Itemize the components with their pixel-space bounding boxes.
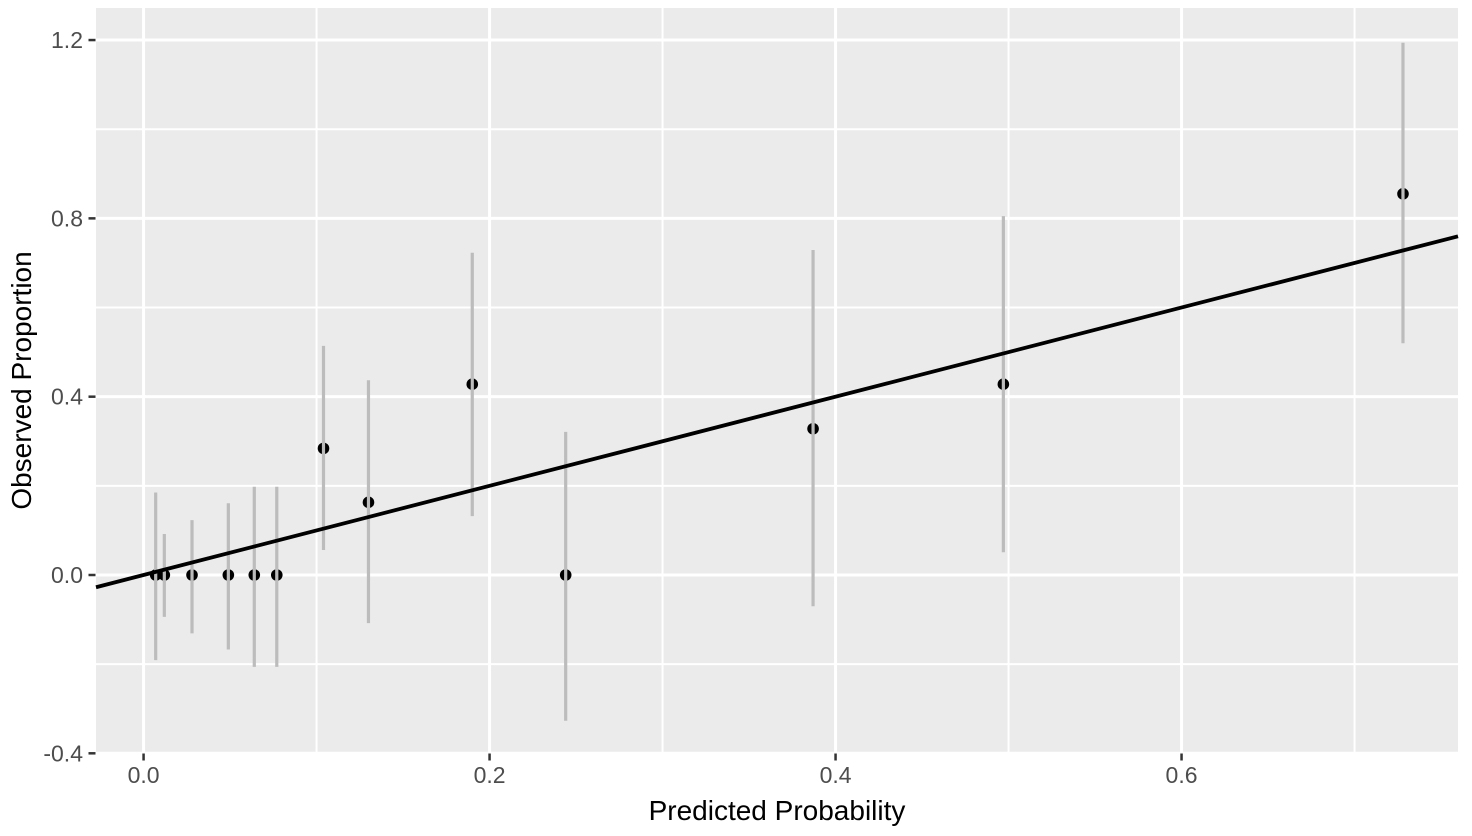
axis-tick-labels: 0.0 0.2 0.4 0.6 -0.4 0.0 0.4 0.8 1.2 bbox=[43, 27, 1197, 788]
x-tick-label: 0.6 bbox=[1166, 762, 1198, 788]
x-tick-label: 0.2 bbox=[474, 762, 506, 788]
y-tick-label: 0.8 bbox=[51, 205, 83, 231]
y-tick-label: 0.0 bbox=[51, 562, 83, 588]
x-tick-label: 0.4 bbox=[820, 762, 852, 788]
y-tick-label: -0.4 bbox=[43, 740, 83, 766]
y-tick-label: 0.4 bbox=[51, 384, 83, 410]
y-tick-label: 1.2 bbox=[51, 27, 83, 53]
x-axis-title: Predicted Probability bbox=[649, 795, 906, 826]
identity-reference-line bbox=[95, 234, 1459, 590]
y-axis-title: Observed Proportion bbox=[6, 251, 37, 509]
plot-panel-background bbox=[96, 8, 1458, 753]
errorbars-layer bbox=[154, 42, 1405, 721]
axis-tick-marks bbox=[88, 38, 1183, 761]
x-tick-label: 0.0 bbox=[128, 762, 160, 788]
